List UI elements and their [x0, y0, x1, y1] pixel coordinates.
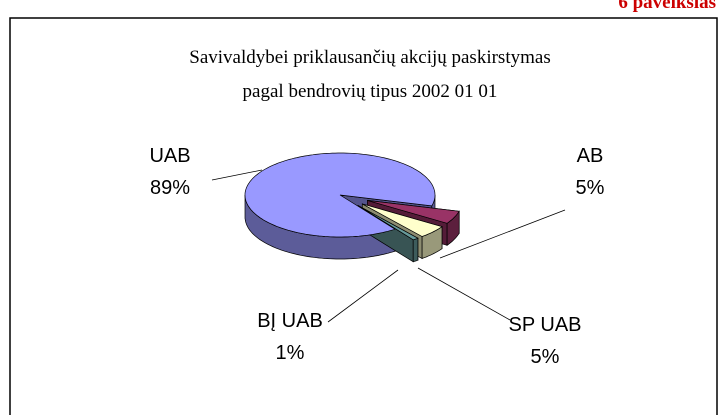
leader-line [439, 209, 566, 259]
slice [362, 203, 443, 237]
slice [357, 205, 419, 241]
category-label: BĮ UAB [257, 310, 323, 332]
chart-title: pagal bendrovių tipus 2002 01 01 [243, 81, 498, 102]
slice [367, 200, 460, 224]
leader-line [417, 267, 511, 321]
category-label: SP UAB [509, 314, 582, 336]
slice [244, 152, 436, 238]
chart-title: Savivaldybei priklausančių akcijų paskir… [189, 47, 550, 68]
value-label: 1% [276, 342, 305, 364]
value-label: 89% [150, 177, 190, 199]
leader-line [327, 269, 399, 323]
category-label: AB [577, 145, 604, 167]
value-label: 5% [531, 346, 560, 368]
frame [9, 17, 718, 415]
slice-side [412, 237, 419, 263]
figure-label: 6 paveikslas [618, 0, 716, 13]
value-label: 5% [576, 177, 605, 199]
category-label: UAB [149, 145, 190, 167]
leader-line [211, 169, 263, 181]
